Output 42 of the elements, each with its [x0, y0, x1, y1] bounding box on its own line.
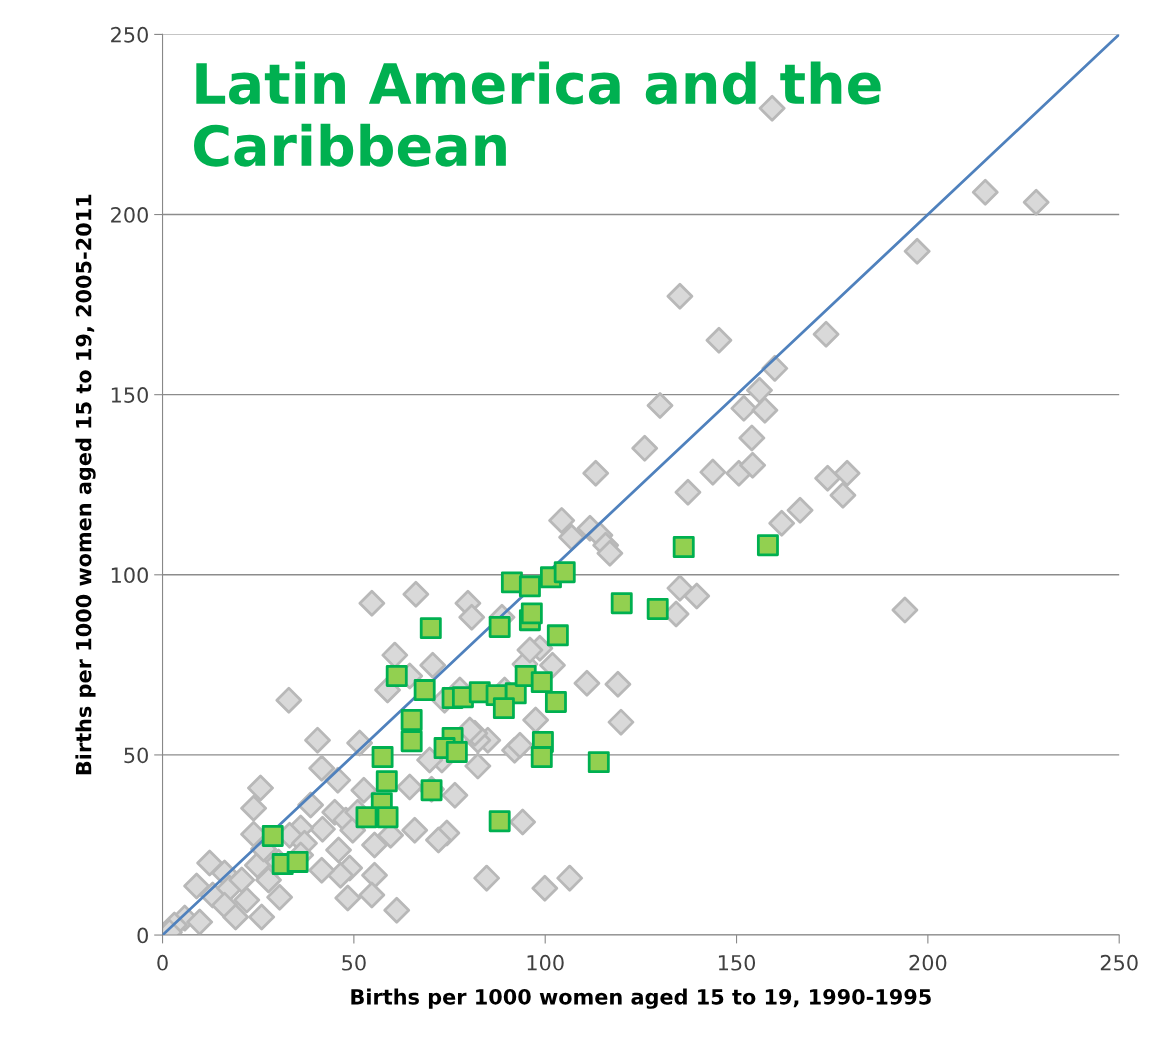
- point: [546, 624, 569, 647]
- point: [646, 598, 669, 620]
- point: [488, 616, 511, 638]
- y-tick-label: 50: [124, 747, 148, 764]
- y-tick-label: 150: [111, 387, 148, 403]
- point: [520, 602, 543, 625]
- point: [385, 665, 408, 687]
- text: Latin America and the Caribbean: [194, 61, 881, 167]
- point: [286, 850, 309, 873]
- y-tick-label: 200: [111, 207, 148, 223]
- point: [587, 751, 610, 774]
- x-axis-title: Births per 1000 women aged 15 to 19, 1990-1995: [351, 988, 931, 1009]
- y-tick-label: 0: [137, 927, 148, 944]
- point: [445, 741, 468, 763]
- point: [375, 770, 398, 793]
- point: [376, 806, 399, 829]
- point: [488, 810, 511, 833]
- point: [530, 671, 553, 694]
- point: [355, 806, 378, 829]
- point: [400, 730, 423, 753]
- point: [553, 561, 576, 584]
- x-tick-label: 100: [527, 954, 564, 971]
- point: [492, 697, 515, 720]
- x-tick-label: 150: [718, 954, 756, 971]
- point: [518, 575, 541, 598]
- point: [261, 825, 284, 847]
- y-axis-title: Births per 1000 women aged 15 to 19, 2005-2011: [75, 194, 96, 775]
- point: [756, 534, 779, 557]
- point: [544, 691, 567, 713]
- x-tick-label: 0: [157, 954, 168, 971]
- x-tick-label: 200: [909, 954, 947, 971]
- y-tick-label: 250: [111, 26, 148, 43]
- y-tick-label: 100: [111, 567, 148, 584]
- point: [400, 709, 423, 731]
- point: [371, 746, 394, 769]
- point: [610, 592, 633, 615]
- point: [672, 536, 695, 559]
- point: [530, 746, 553, 769]
- point: [413, 679, 436, 702]
- point: [419, 617, 442, 640]
- x-tick-label: 50: [342, 954, 366, 971]
- x-tick-label: 250: [1100, 954, 1138, 971]
